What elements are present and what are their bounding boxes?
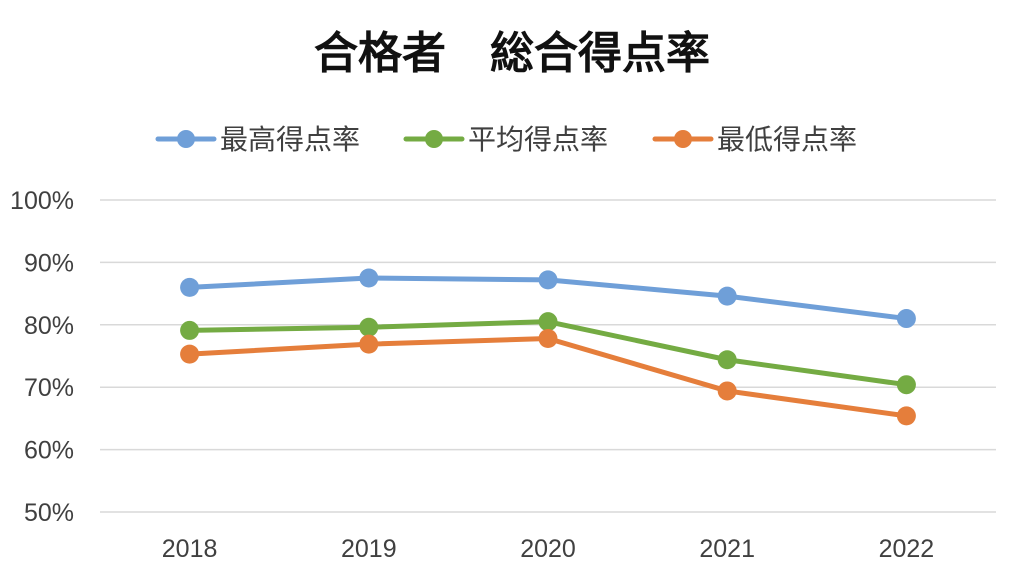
legend-label: 最低得点率 [717,123,857,156]
data-point [180,320,200,340]
x-tick-label: 2022 [879,535,935,563]
y-tick-label: 60% [24,437,74,465]
data-point [896,309,916,329]
legend-item: 最高得点率 [155,123,360,156]
y-tick-label: 50% [24,499,74,527]
series-2 [180,312,916,395]
legend-marker [674,130,692,148]
series-lines [180,268,916,426]
series-1 [180,268,916,329]
data-point [538,329,558,349]
x-tick-label: 2021 [699,535,755,563]
legend-marker [177,130,195,148]
y-tick-label: 80% [24,312,74,340]
x-tick-label: 2020 [520,535,576,563]
y-tick-label: 100% [10,187,74,215]
data-point [180,277,200,297]
data-point [896,406,916,426]
data-point [180,344,200,364]
legend-item: 最低得点率 [652,123,857,156]
series-line [187,336,909,419]
legend-label: 平均得点率 [468,123,608,156]
y-axis-ticks: 100% 90% 80% 70% 60% 50% [10,187,74,527]
gridlines [100,199,996,513]
legend: 最高得点率 平均得点率 最低得点率 [155,123,857,156]
y-tick-label: 90% [24,249,74,277]
legend-marker [425,130,443,148]
x-tick-label: 2019 [341,535,397,563]
chart-title: 合格者 総合得点率 [314,28,710,79]
y-tick-label: 70% [24,374,74,402]
x-axis-ticks: 2018 2019 2020 2021 2022 [162,535,934,563]
data-point [359,334,379,354]
data-point [717,381,737,401]
x-tick-label: 2018 [162,535,218,563]
legend-label: 最高得点率 [220,123,360,156]
data-point [717,286,737,306]
legend-item: 平均得点率 [403,123,608,156]
data-point [896,375,916,395]
data-point [717,350,737,370]
data-point [538,312,558,332]
data-point [359,268,379,288]
data-point [359,317,379,337]
data-point [538,270,558,290]
series-3 [180,329,916,426]
